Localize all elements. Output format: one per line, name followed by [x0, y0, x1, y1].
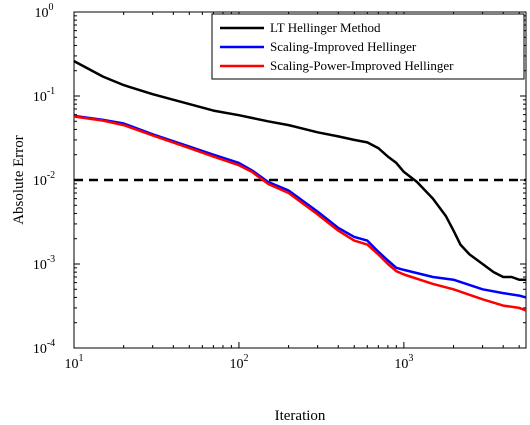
series-line-1	[73, 59, 526, 281]
x-tick-label: 102	[229, 353, 248, 372]
x-axis-label: Iteration	[275, 408, 326, 424]
y-tick-label: 10-2	[33, 170, 55, 189]
series-line-3	[73, 115, 527, 312]
legend-label-1: LT Hellinger Method	[270, 20, 381, 35]
y-tick-label: 10-3	[33, 254, 55, 273]
y-tick-label: 10-1	[33, 86, 55, 105]
y-axis-label: Absolute Error	[11, 135, 27, 225]
x-tick-label: 101	[65, 353, 84, 372]
y-tick-label: 10-4	[33, 338, 55, 357]
legend-label-3: Scaling-Power-Improved Hellinger	[270, 58, 454, 73]
y-tick-label: 100	[35, 2, 54, 21]
legend: LT Hellinger Method Scaling-Improved Hell…	[211, 13, 525, 80]
legend-label-2: Scaling-Improved Hellinger	[270, 39, 417, 54]
series-line-2	[73, 114, 527, 299]
lines-layer	[73, 59, 527, 312]
x-tick-label: 103	[394, 353, 413, 372]
